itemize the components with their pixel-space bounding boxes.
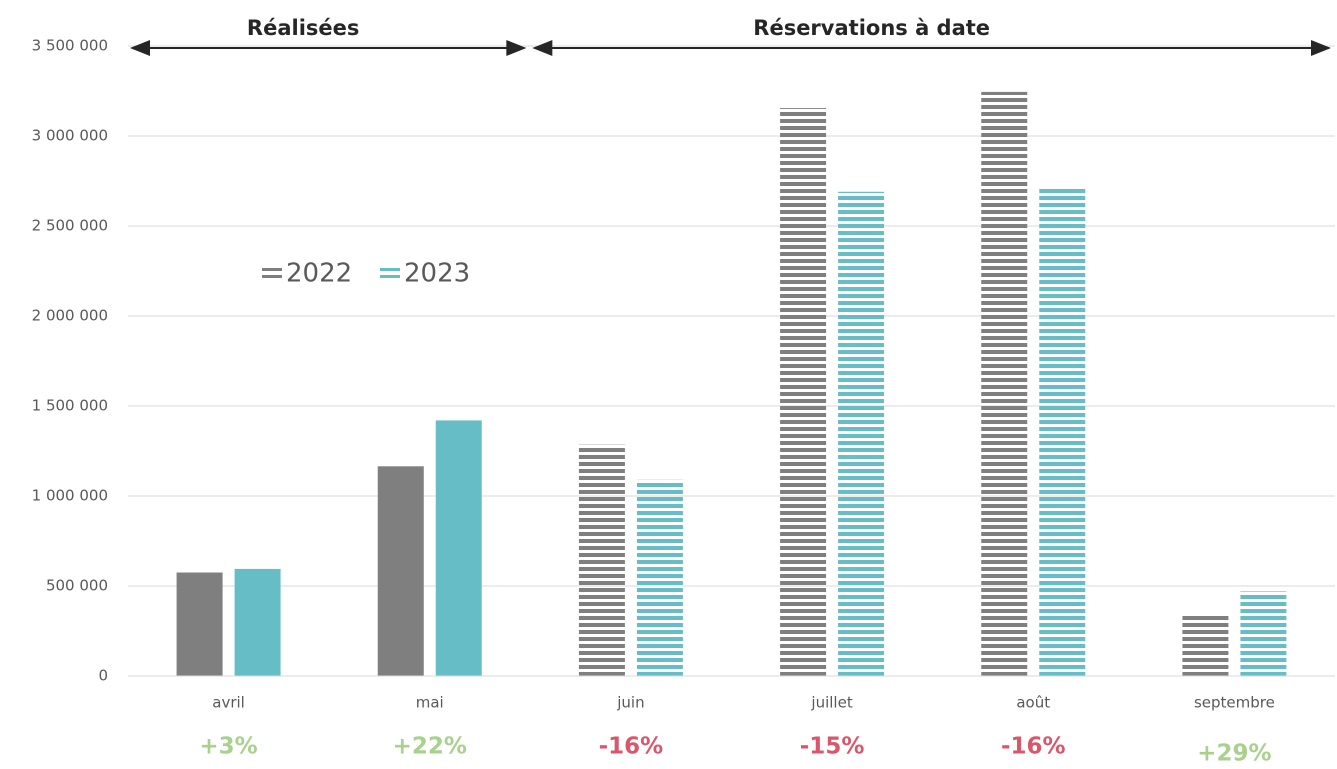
change-label: -16% [1001,734,1066,760]
legend-swatch [380,268,400,271]
bar [636,479,683,676]
bar [234,568,281,676]
y-tick-label: 1 000 000 [32,487,108,505]
bar [176,572,223,676]
change-label: -16% [599,734,664,760]
x-tick-label: septembre [1194,694,1275,712]
x-tick-label: juin [616,694,644,712]
y-tick-label: 3 000 000 [32,127,108,145]
y-tick-label: 2 500 000 [32,217,108,235]
bar [981,91,1028,676]
y-tick-label: 2 000 000 [32,307,108,325]
bar [780,108,827,677]
legend-swatch [262,275,282,278]
bar [578,444,625,676]
x-tick-label: août [1016,694,1050,712]
period-label: Réalisées [247,16,359,40]
change-label: +3% [199,734,257,760]
change-label: +22% [393,734,467,760]
x-tick-label: mai [416,694,444,712]
change-label: +29% [1197,741,1271,767]
bar [838,191,885,677]
y-tick-label: 0 [98,667,108,685]
y-tick-label: 1 500 000 [32,397,108,415]
legend-swatch [380,275,400,278]
legend-label: 2022 [286,259,352,289]
change-label: -15% [800,734,865,760]
bar [435,420,482,676]
legend-swatch [262,268,282,271]
bar [1240,591,1287,676]
x-tick-label: juillet [810,694,852,712]
bar [377,466,424,676]
bar [1182,613,1229,676]
y-tick-label: 3 500 000 [32,37,108,55]
legend-label: 2023 [404,259,470,289]
y-tick-label: 500 000 [46,577,108,595]
x-tick-label: avril [212,694,245,712]
bar [1039,188,1086,676]
period-label: Réservations à date [753,16,990,40]
